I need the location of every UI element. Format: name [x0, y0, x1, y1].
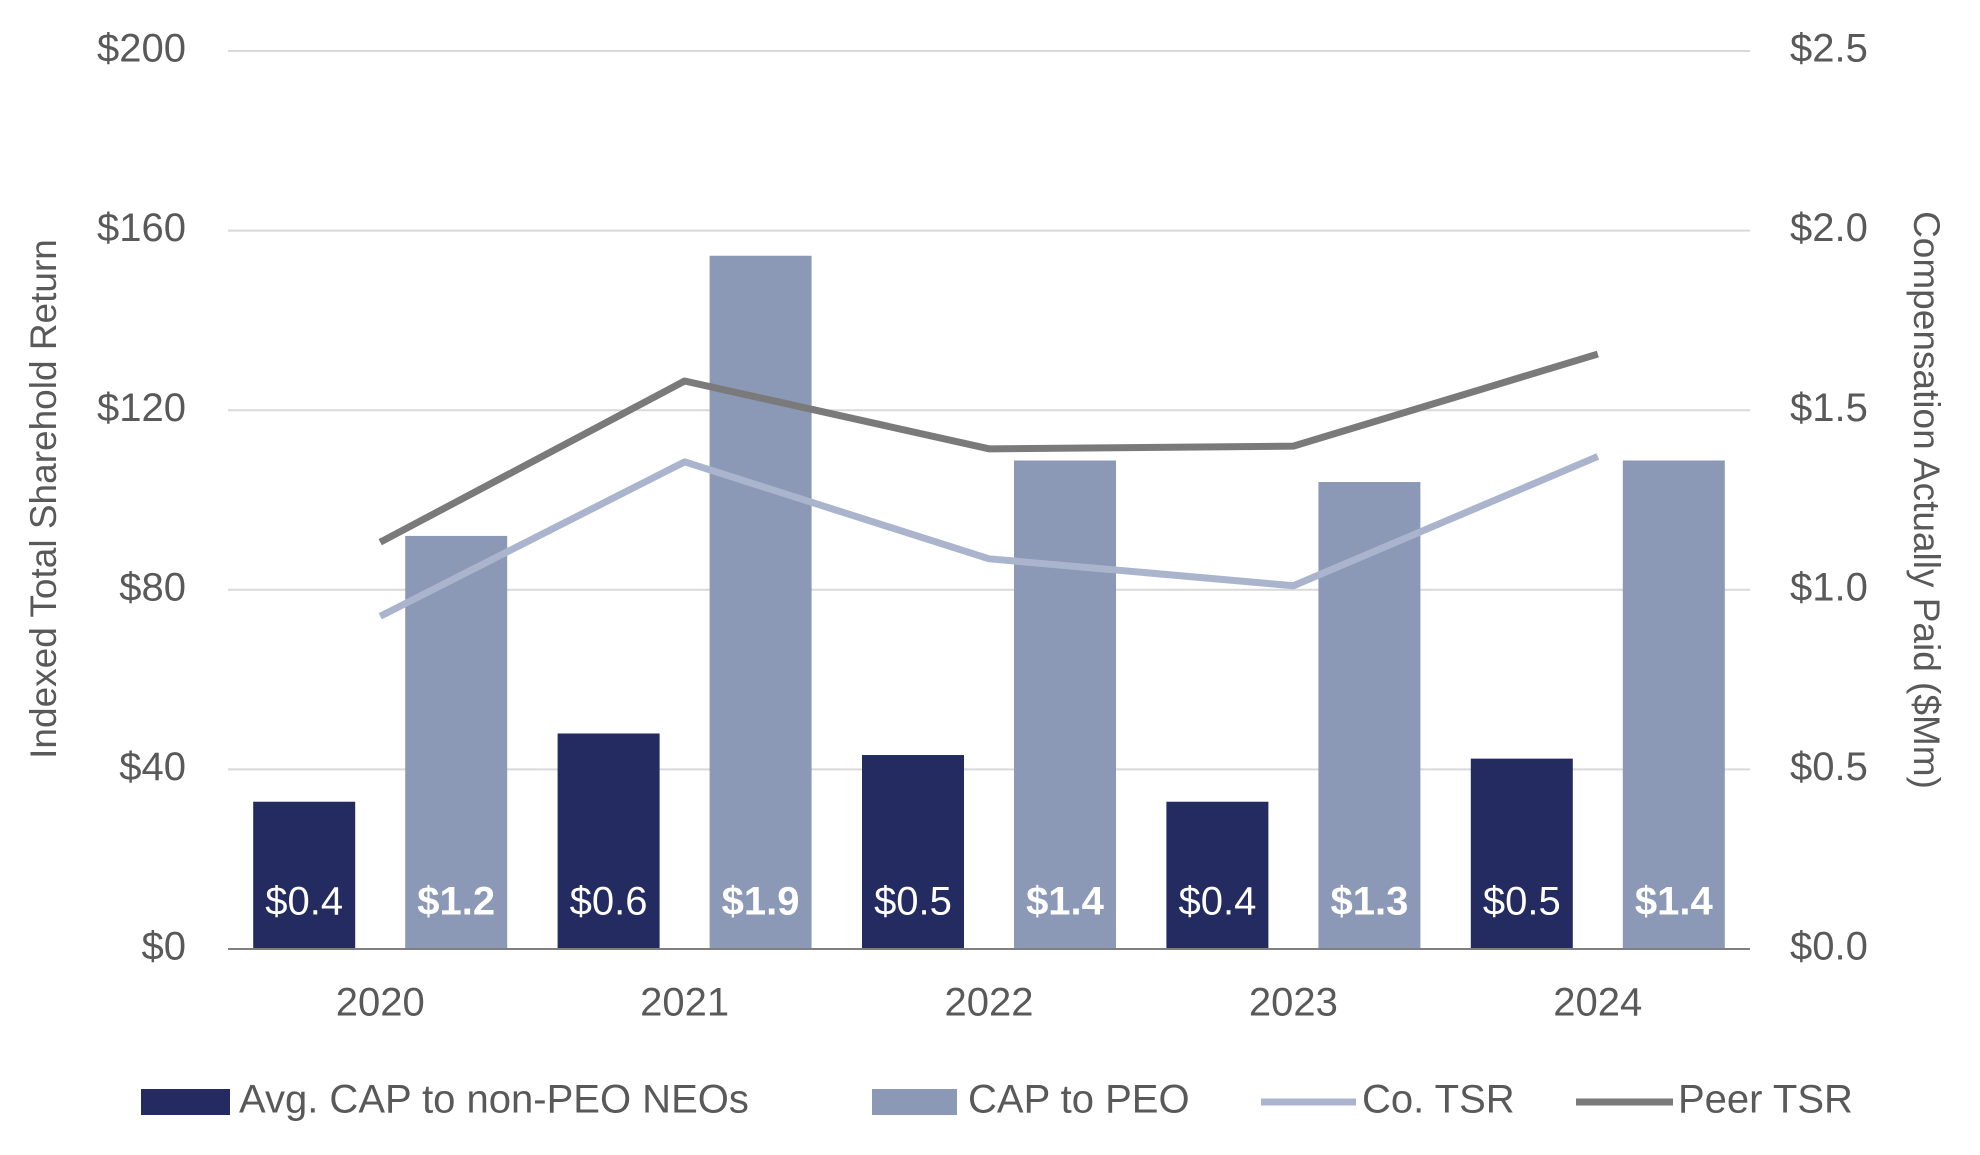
y2-tick-label: $1.5 [1790, 386, 1868, 430]
x-tick-label: 2024 [1553, 981, 1642, 1025]
bar [1318, 482, 1421, 949]
bar-value-label: $0.4 [265, 880, 343, 924]
bar-value-label: $1.3 [1330, 880, 1408, 924]
bar-value-label: $1.4 [1635, 880, 1714, 924]
y2-tick-label: $0.5 [1790, 745, 1868, 789]
bar [1014, 460, 1116, 949]
bar [253, 801, 356, 949]
y-axis-title: Indexed Total Sharehold Return [23, 239, 64, 759]
y2-tick-label: $0.0 [1790, 925, 1868, 969]
bar [1166, 801, 1269, 949]
y2-tick-label: $1.0 [1790, 565, 1868, 609]
bar [1622, 460, 1725, 949]
y-tick-label: $200 [97, 27, 186, 71]
y-tick-label: $80 [119, 565, 186, 609]
legend-label: Avg. CAP to non-PEO NEOs [239, 1078, 749, 1122]
y-tick-label: $120 [97, 386, 186, 430]
bar-value-label: $0.5 [874, 880, 952, 924]
legend-label: CAP to PEO [968, 1078, 1190, 1122]
bar [405, 535, 508, 949]
bar [557, 733, 660, 949]
x-tick-label: 2022 [945, 981, 1034, 1025]
legend-label: Peer TSR [1678, 1078, 1853, 1122]
x-tick-label: 2020 [336, 981, 425, 1025]
line-series [378, 453, 1600, 620]
bar-value-label: $0.5 [1483, 880, 1561, 924]
y-tick-label: $40 [119, 745, 186, 789]
y-tick-label: $160 [97, 206, 186, 250]
bar-value-label: $1.9 [722, 880, 800, 924]
legend-swatch [141, 1089, 230, 1115]
legend-swatch [872, 1089, 957, 1115]
bar-value-label: $0.4 [1178, 880, 1256, 924]
bar-value-label: $1.2 [417, 880, 495, 924]
bar-value-label: $1.4 [1026, 880, 1105, 924]
bar [862, 755, 964, 949]
legend-label: Co. TSR [1362, 1078, 1515, 1122]
y2-tick-label: $2.5 [1790, 27, 1868, 71]
bar-value-label: $0.6 [570, 880, 648, 924]
bar [1470, 758, 1573, 949]
y-tick-label: $0 [142, 925, 187, 969]
line-series [378, 350, 1599, 546]
y2-tick-label: $2.0 [1790, 206, 1868, 250]
x-tick-label: 2021 [640, 981, 729, 1025]
y2-axis-title: Compensation Actually Paid ($Mm) [1906, 211, 1947, 789]
bar [709, 255, 812, 949]
x-tick-label: 2023 [1249, 981, 1338, 1025]
